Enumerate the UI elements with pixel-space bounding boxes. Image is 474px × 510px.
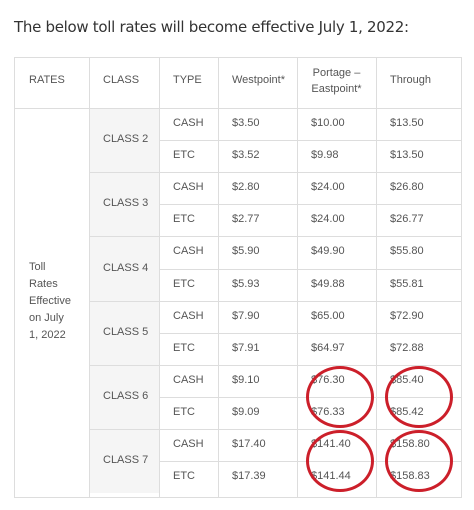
header-class: CLASS	[103, 74, 140, 86]
portage-eastpoint-value: $65.00	[311, 309, 345, 322]
through-value: $13.50	[390, 117, 424, 129]
column-divider	[376, 58, 377, 497]
class-label: CLASS 7	[103, 454, 149, 467]
rates-effective-label: Toll Rates Effective on July 1, 2022	[29, 260, 71, 341]
portage-eastpoint-value: $49.88	[311, 277, 345, 290]
through-value: $26.80	[390, 181, 424, 194]
highlight-circle	[385, 365, 453, 428]
header-through: Through	[390, 74, 431, 86]
row-divider	[89, 429, 461, 430]
column-divider	[218, 58, 219, 497]
highlight-circle	[385, 430, 453, 493]
class-label: CLASS 6	[103, 389, 149, 402]
class-label: CLASS 5	[103, 325, 149, 338]
row-divider	[89, 172, 461, 174]
column-divider	[89, 58, 90, 497]
type-cell: ETC	[173, 213, 195, 226]
portage-eastpoint-value: $9.98	[311, 149, 339, 162]
through-value: $72.90	[390, 309, 424, 322]
westpoint-value: $7.91	[232, 341, 260, 354]
type-cell: CASH	[173, 181, 204, 194]
portage-eastpoint-value: $24.00	[311, 213, 345, 226]
class-label: CLASS 2	[103, 133, 149, 146]
through-value: $55.80	[390, 245, 424, 258]
portage-eastpoint-value: $64.97	[311, 341, 345, 354]
type-cell: ETC	[173, 277, 195, 290]
row-divider	[159, 268, 461, 270]
type-cell: CASH	[173, 117, 204, 129]
row-divider	[159, 204, 461, 206]
header-rates: RATES	[29, 74, 65, 86]
highlight-circle	[306, 430, 374, 493]
type-cell: ETC	[173, 405, 195, 418]
through-value: $26.77	[390, 213, 424, 226]
westpoint-value: $17.39	[232, 470, 266, 483]
page-heading: The below toll rates will become effecti…	[14, 18, 409, 36]
type-cell: CASH	[173, 245, 204, 258]
row-divider	[89, 236, 461, 238]
class-label: CLASS 3	[103, 197, 149, 210]
westpoint-value: $3.52	[232, 149, 260, 162]
westpoint-value: $17.40	[232, 438, 266, 450]
column-divider	[159, 58, 160, 497]
westpoint-value: $3.50	[232, 117, 260, 129]
type-cell: ETC	[173, 341, 195, 354]
column-divider	[297, 58, 298, 497]
through-value: $55.81	[390, 277, 424, 290]
header-portage-eastpoint: Portage – Eastpoint*	[311, 67, 362, 95]
header-westpoint: Westpoint*	[232, 74, 285, 86]
header-type: TYPE	[173, 74, 202, 86]
row-divider	[159, 140, 461, 142]
type-cell: CASH	[173, 373, 204, 386]
portage-eastpoint-value: $24.00	[311, 181, 345, 194]
type-cell: ETC	[173, 470, 195, 483]
through-value: $72.88	[390, 341, 424, 354]
class-label: CLASS 4	[103, 261, 149, 274]
portage-eastpoint-value: $49.90	[311, 245, 345, 258]
westpoint-value: $7.90	[232, 309, 260, 322]
westpoint-value: $2.80	[232, 181, 260, 194]
westpoint-value: $9.10	[232, 373, 260, 386]
westpoint-value: $5.93	[232, 277, 260, 290]
header-divider	[15, 108, 461, 109]
through-value: $13.50	[390, 149, 424, 162]
type-cell: CASH	[173, 309, 204, 322]
row-divider	[159, 332, 461, 334]
highlight-circle	[306, 365, 374, 428]
westpoint-value: $9.09	[232, 405, 260, 418]
type-cell: CASH	[173, 438, 204, 450]
westpoint-value: $5.90	[232, 245, 260, 258]
toll-rates-table: RATES CLASS TYPE Westpoint* Through Portage –…	[14, 57, 462, 498]
portage-eastpoint-value: $10.00	[311, 117, 345, 129]
row-divider	[89, 364, 461, 366]
westpoint-value: $2.77	[232, 213, 260, 226]
type-cell: ETC	[173, 149, 195, 162]
row-divider	[89, 300, 461, 302]
